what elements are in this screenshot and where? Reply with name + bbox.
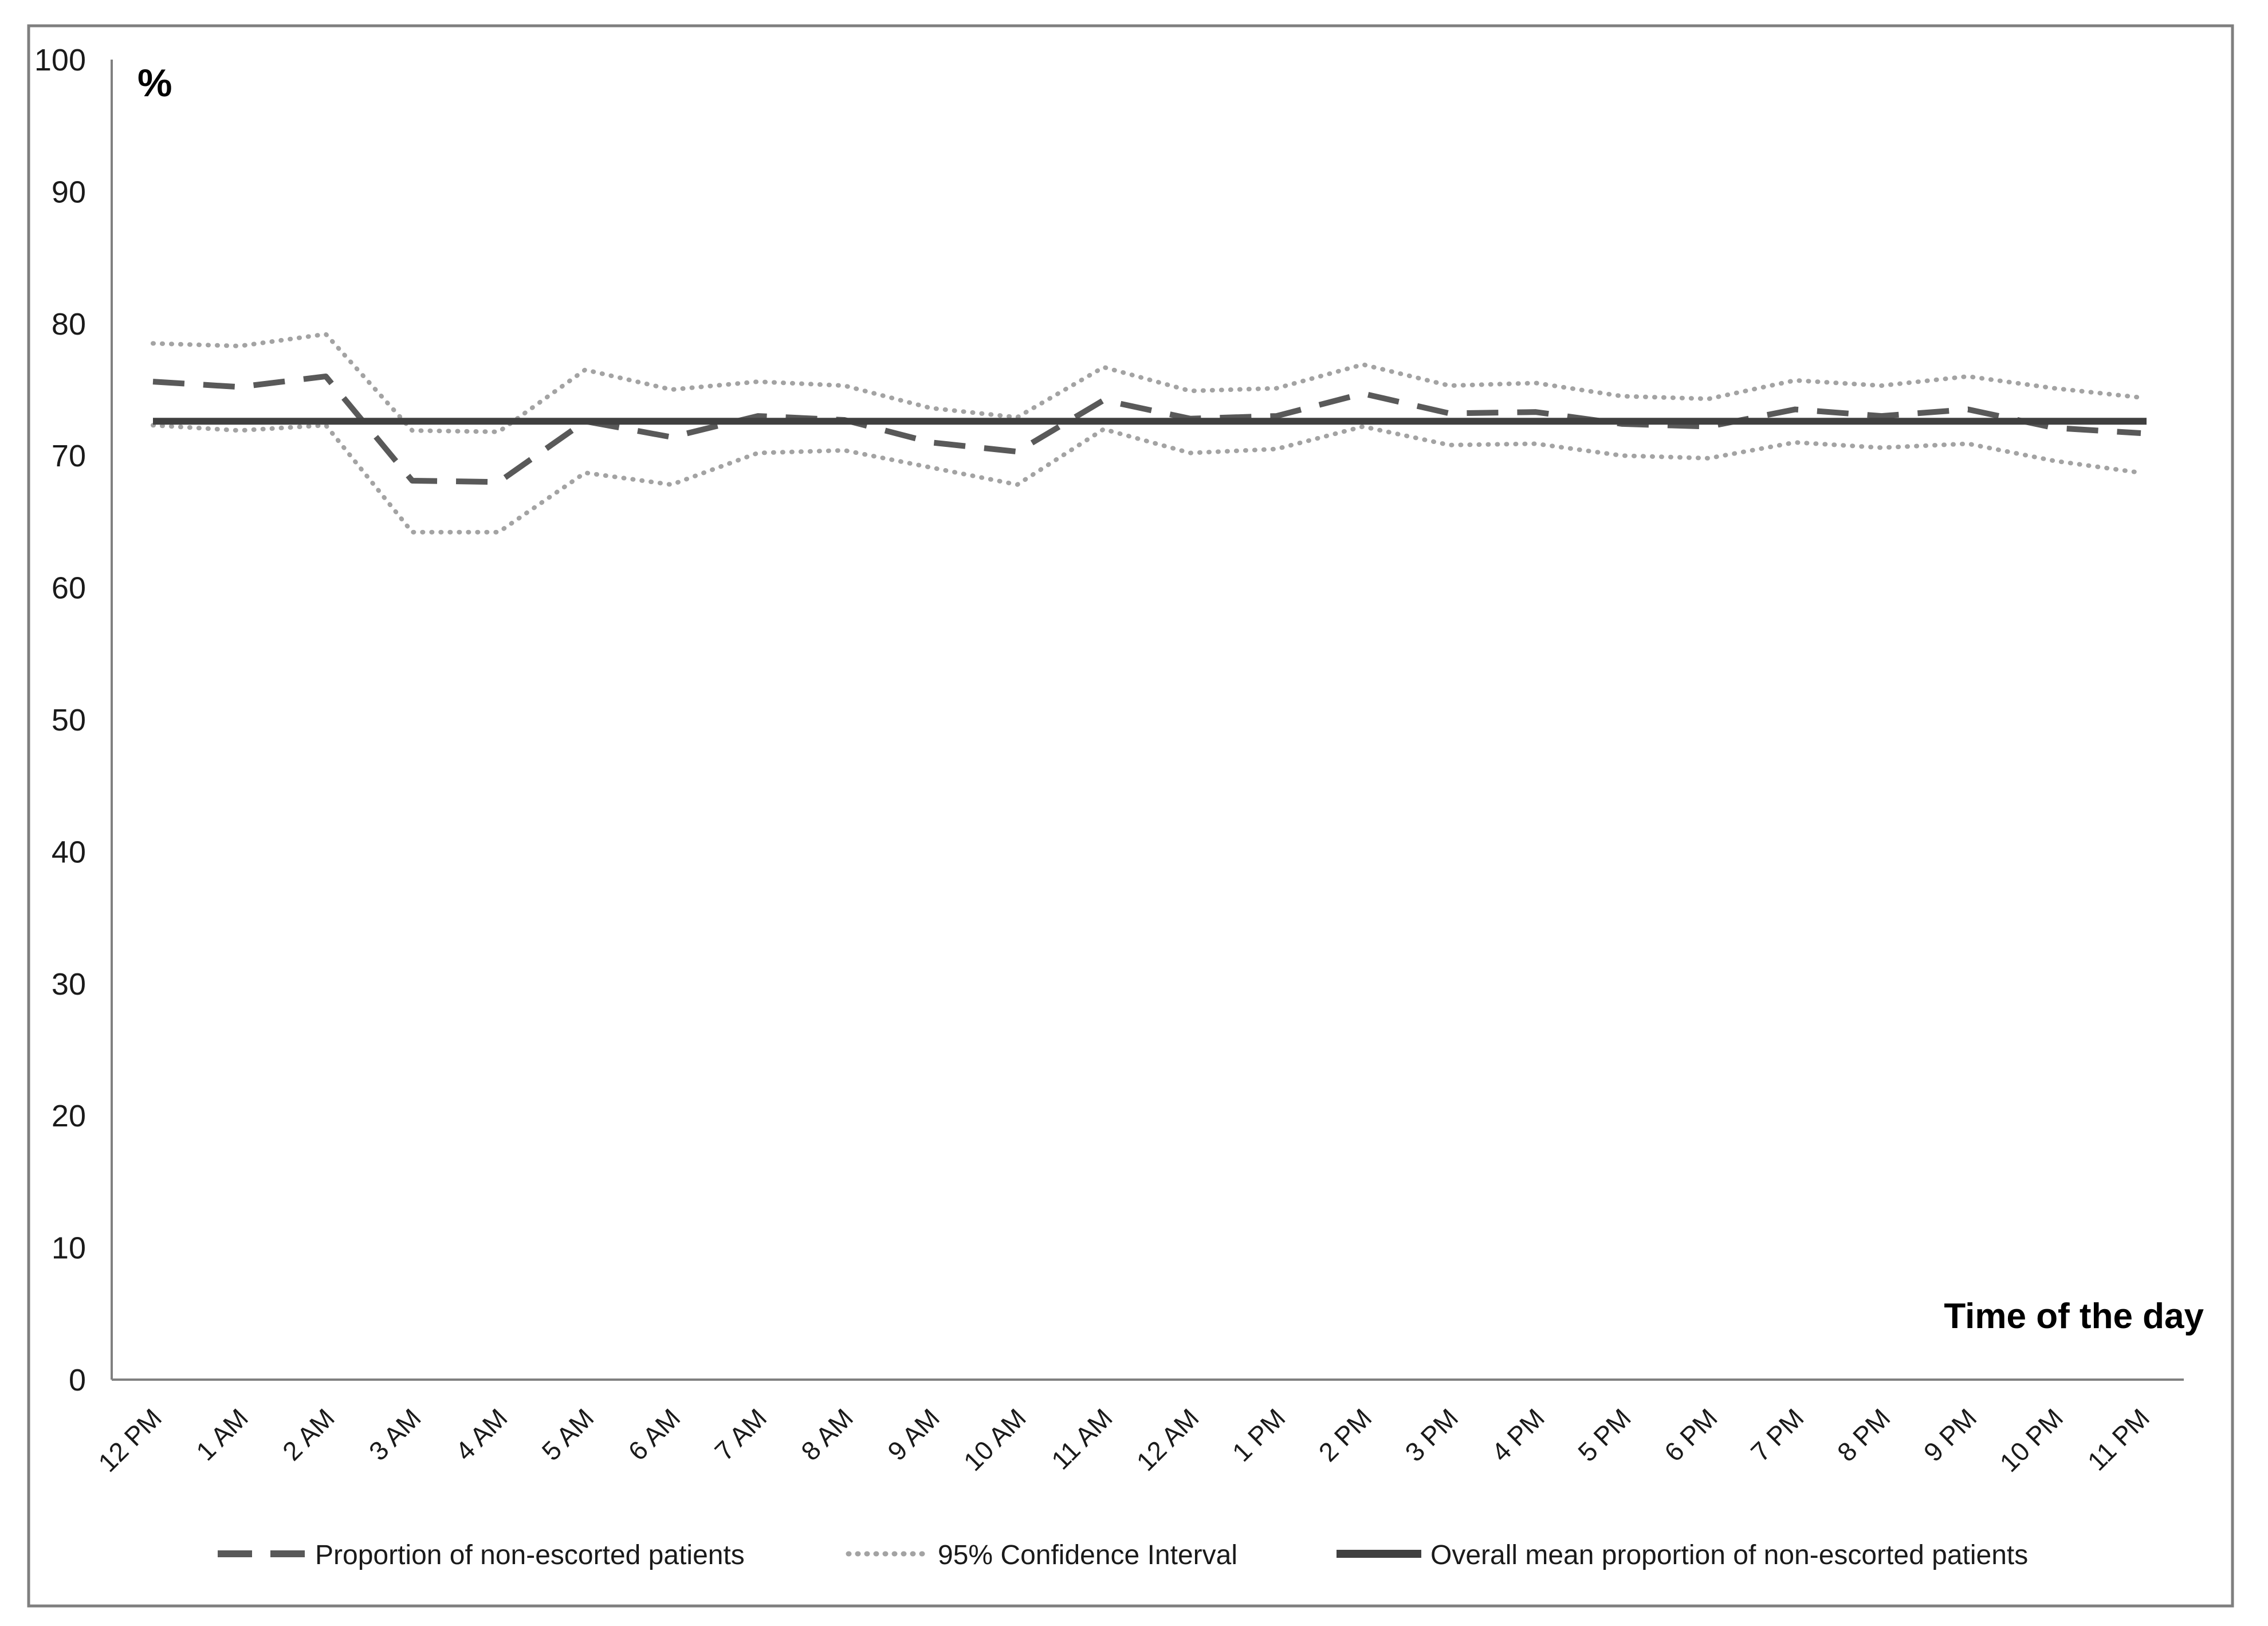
x-tick-label: 7 AM (709, 1403, 772, 1466)
legend-item-confidence-interval: 95% Confidence Interval (846, 1540, 1237, 1570)
y-tick-label: 50 (52, 703, 86, 737)
y-tick-labels: 0 10 20 30 40 50 60 70 80 90 100 (34, 43, 86, 1397)
x-tick-label: 6 AM (622, 1403, 686, 1466)
x-tick-label: 11 PM (2082, 1403, 2155, 1476)
y-tick-label: 80 (52, 307, 86, 341)
legend-item-proportion: Proportion of non-escorted patients (218, 1540, 745, 1570)
series-proportion-line (152, 373, 2141, 485)
x-tick-label: 4 PM (1485, 1403, 1550, 1467)
series-ci-upper-line (151, 332, 2143, 434)
x-tick-label: 3 PM (1399, 1403, 1464, 1467)
legend: Proportion of non-escorted patients 95% … (218, 1540, 2028, 1570)
legend-label-overall-mean: Overall mean proportion of non-escorted … (1430, 1540, 2028, 1570)
x-tick-label: 12 AM (1131, 1403, 1205, 1476)
x-tick-label: 10 PM (1994, 1403, 2069, 1478)
y-axis-unit-label: % (137, 61, 172, 105)
y-tick-label: 60 (52, 571, 86, 606)
x-tick-label: 1 PM (1227, 1403, 1291, 1467)
x-tick-label: 12 PM (92, 1403, 167, 1478)
x-tick-label: 8 PM (1831, 1403, 1896, 1467)
y-tick-label: 20 (52, 1099, 86, 1133)
y-tick-label: 90 (52, 175, 86, 209)
legend-item-overall-mean: Overall mean proportion of non-escorted … (1337, 1540, 2028, 1570)
x-tick-label: 11 AM (1045, 1403, 1118, 1475)
x-tick-label: 5 PM (1572, 1403, 1637, 1467)
x-tick-label: 3 AM (363, 1403, 427, 1466)
x-tick-label: 10 AM (958, 1403, 1032, 1476)
x-tick-label: 9 PM (1918, 1403, 1983, 1467)
legend-label-proportion: Proportion of non-escorted patients (315, 1540, 745, 1570)
x-tick-label: 2 AM (277, 1403, 340, 1466)
x-tick-label: 6 PM (1658, 1403, 1723, 1467)
y-tick-label: 0 (69, 1363, 86, 1397)
x-tick-label: 2 PM (1313, 1403, 1378, 1467)
x-tick-label: 4 AM (450, 1403, 513, 1466)
series-ci-lower-line (151, 423, 2143, 535)
y-tick-label: 30 (52, 967, 86, 1001)
y-tick-label: 40 (52, 835, 86, 869)
y-tick-label: 10 (52, 1231, 86, 1266)
y-tick-label: 70 (52, 439, 86, 473)
x-tick-labels: 12 PM 1 AM 2 AM 3 AM 4 AM 5 AM 6 AM 7 AM 8 AM 9 A… (92, 1403, 2155, 1478)
x-tick-label: 7 PM (1745, 1403, 1810, 1467)
plot-series (151, 332, 2147, 535)
x-tick-label: 8 AM (795, 1403, 859, 1466)
x-tick-label: 1 AM (190, 1403, 254, 1466)
figure-border (27, 24, 2234, 1608)
x-tick-label: 5 AM (536, 1403, 600, 1466)
y-tick-label: 100 (34, 43, 86, 77)
x-axis-title: Time of the day (1944, 1297, 2204, 1336)
legend-label-confidence-interval: 95% Confidence Interval (938, 1540, 1237, 1570)
x-tick-label: 9 AM (882, 1403, 945, 1466)
